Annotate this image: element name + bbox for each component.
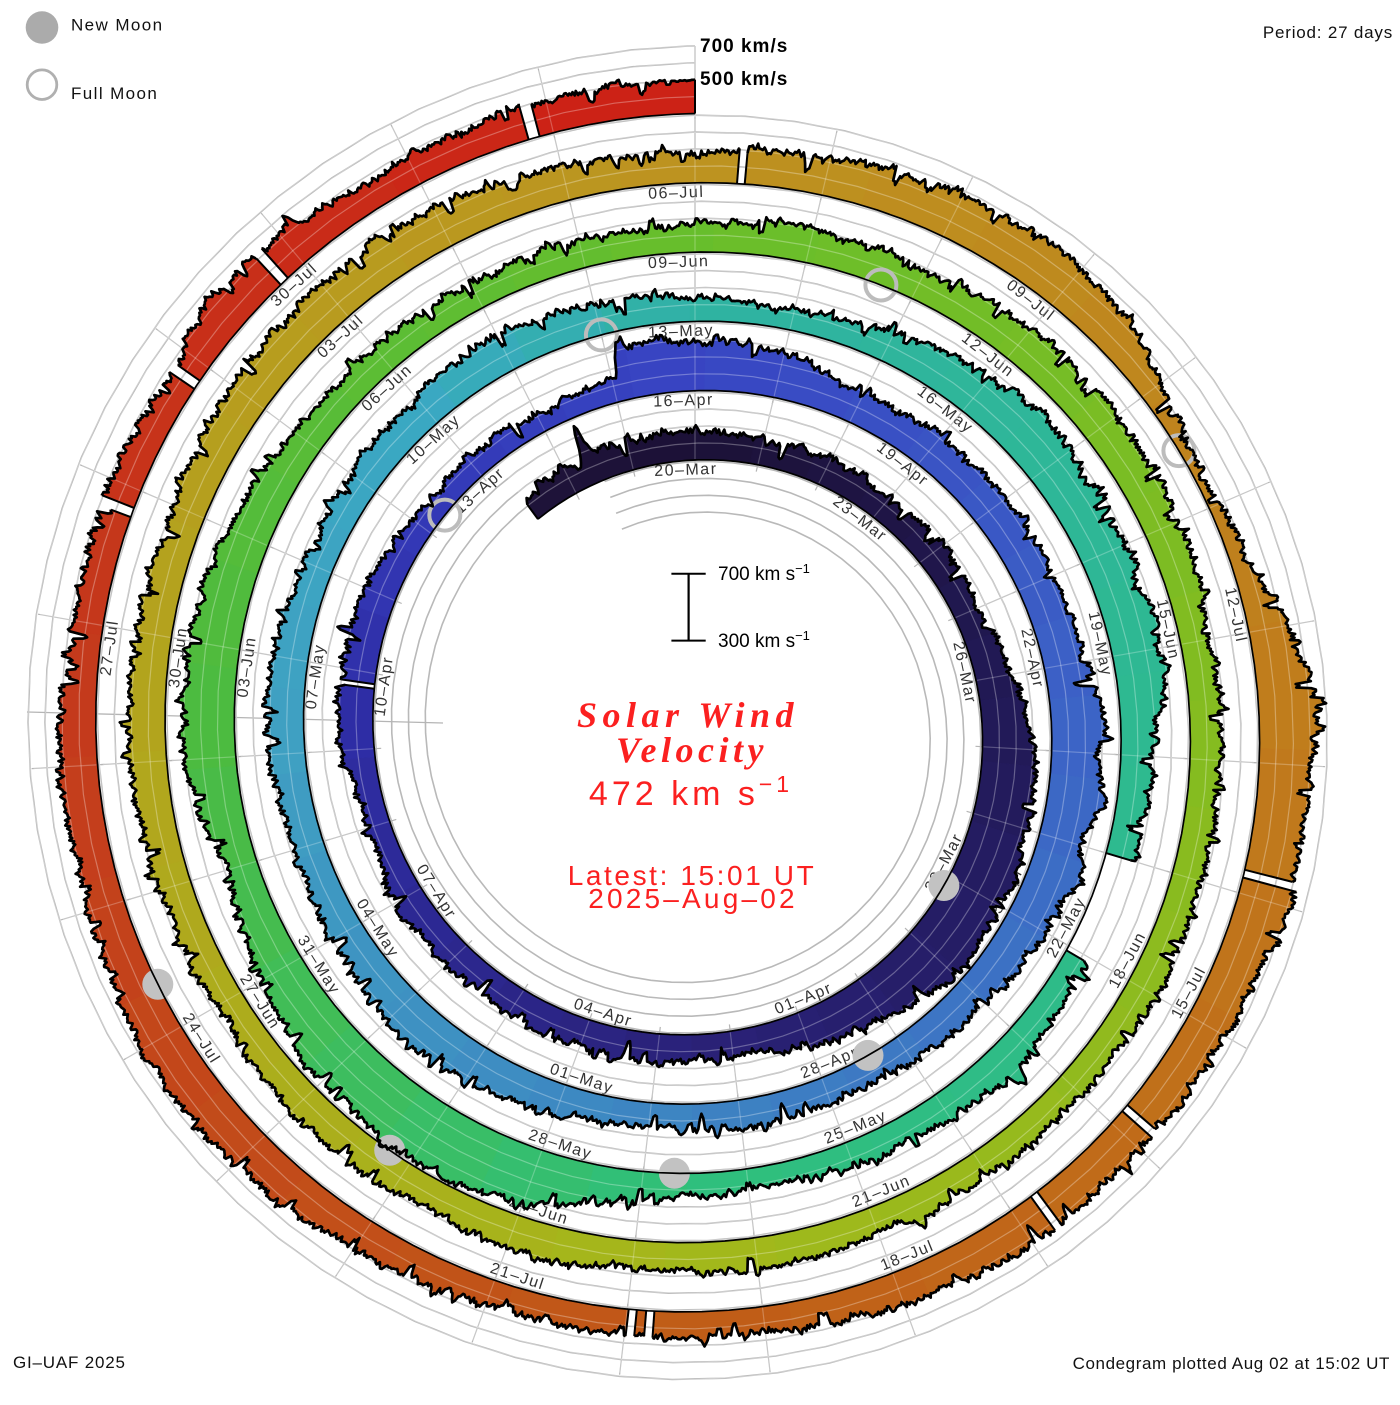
svg-text:500 km/s: 500 km/s [700, 69, 788, 90]
svg-text:16–Apr: 16–Apr [653, 392, 714, 411]
svg-text:Period: 27 days: Period: 27 days [1263, 23, 1393, 42]
svg-text:13–May: 13–May [648, 322, 714, 341]
svg-text:Solar Wind: Solar Wind [577, 695, 799, 735]
svg-text:300 km s−1: 300 km s−1 [718, 628, 810, 652]
svg-text:GI–UAF 2025: GI–UAF 2025 [13, 1353, 126, 1372]
svg-text:20–Mar: 20–Mar [654, 461, 718, 480]
svg-text:2025–Aug–02: 2025–Aug–02 [588, 883, 798, 914]
svg-text:09–Jun: 09–Jun [648, 253, 710, 272]
svg-text:700 km s−1: 700 km s−1 [718, 561, 810, 585]
svg-text:Latest: 15:01 UT: Latest: 15:01 UT [568, 860, 817, 891]
svg-text:06–Jul: 06–Jul [648, 184, 705, 203]
svg-text:Condegram plotted Aug 02 at 15: Condegram plotted Aug 02 at 15:02 UT [1073, 1354, 1390, 1373]
svg-text:New Moon: New Moon [71, 16, 163, 35]
svg-text:Full Moon: Full Moon [71, 84, 158, 103]
svg-text:700 km/s: 700 km/s [700, 36, 788, 57]
svg-text:Velocity: Velocity [616, 730, 768, 770]
svg-text:472 km s−1: 472 km s−1 [589, 771, 793, 813]
